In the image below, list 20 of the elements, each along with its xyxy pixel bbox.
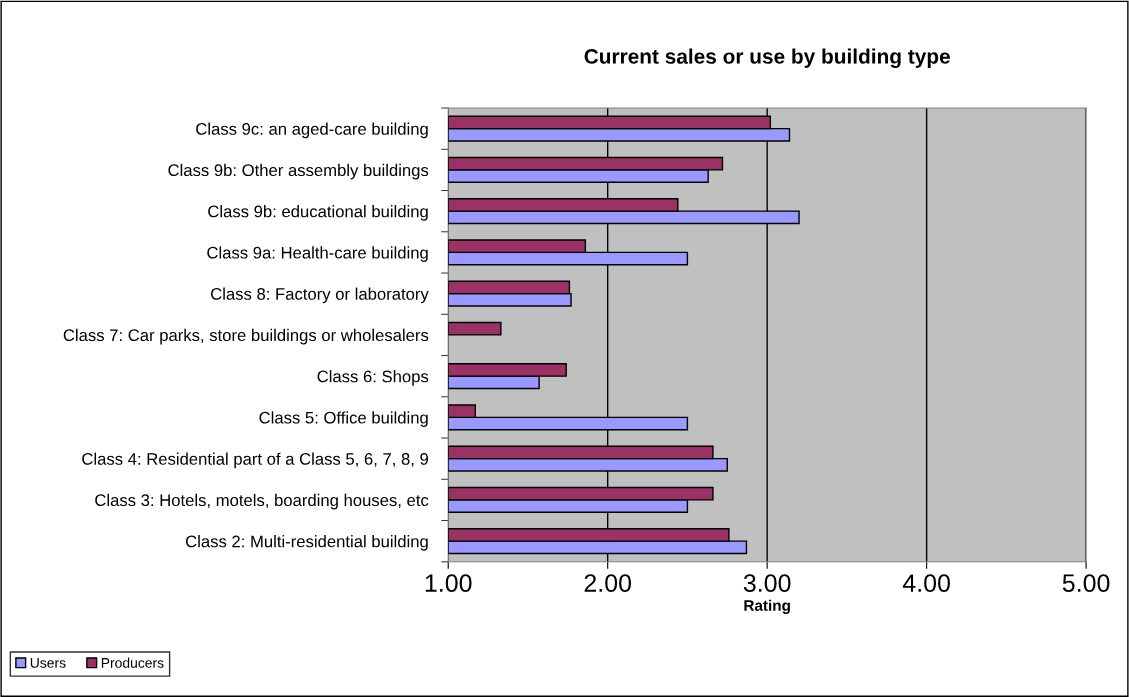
y-tick-label: Class 9b: educational building <box>208 205 428 221</box>
legend-label: Users <box>30 658 66 668</box>
y-tick-label: Class 9c: an aged-care building <box>196 122 428 139</box>
legend-label: Producers <box>101 657 164 668</box>
y-tick-label: Class 9b: Other assembly buildings <box>168 163 429 180</box>
chart-title: Current sales or use by building type <box>584 48 950 68</box>
x-tick-label: 3.00 <box>743 574 791 592</box>
x-tick-label: 2.00 <box>584 574 632 592</box>
y-tick-label: Class 4: Residential part of a Class 5, 6, 7, 8, 9 <box>82 452 428 469</box>
y-tick-label: Class 5: Office building <box>259 411 428 427</box>
y-tick-label: Class 3: Hotels, motels, boarding houses, etc <box>95 493 429 510</box>
y-tick-label: Class 7: Car parks, store buildings or wholesalers <box>63 328 429 345</box>
y-tick-label: Class 2: Multi-residential building <box>186 535 428 551</box>
x-axis-title: Rating <box>744 599 790 614</box>
x-tick-label: 1.00 <box>425 574 472 592</box>
x-tick-label: 4.00 <box>902 574 950 592</box>
y-tick-label: Class 9a: Health-care building <box>207 246 428 262</box>
y-tick-label: Class 6: Shops <box>317 370 429 386</box>
x-tick-label: 5.00 <box>1062 574 1110 592</box>
y-tick-label: Class 8: Factory or laboratory <box>211 287 429 304</box>
